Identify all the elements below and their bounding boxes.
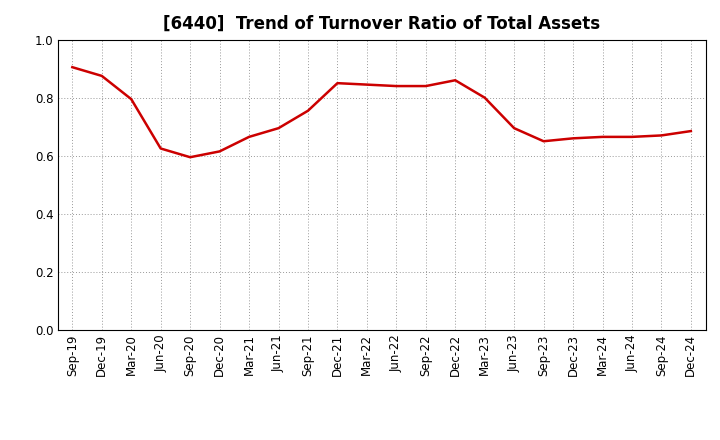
Title: [6440]  Trend of Turnover Ratio of Total Assets: [6440] Trend of Turnover Ratio of Total … [163, 15, 600, 33]
